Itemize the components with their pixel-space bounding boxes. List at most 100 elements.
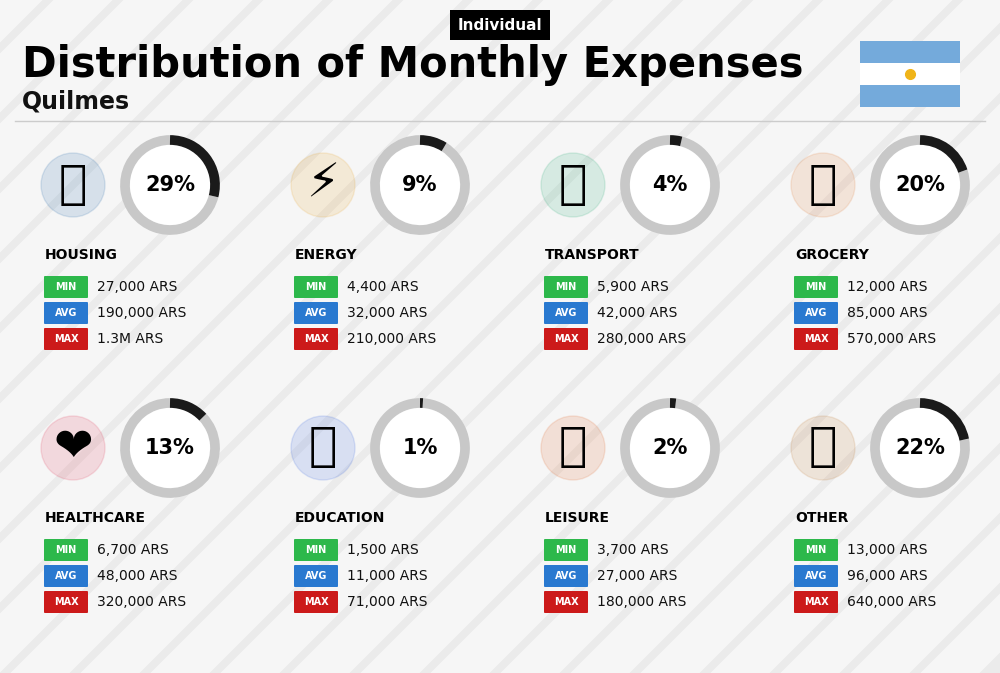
Text: LEISURE: LEISURE	[545, 511, 610, 525]
FancyBboxPatch shape	[794, 302, 838, 324]
FancyBboxPatch shape	[544, 276, 588, 298]
Text: 29%: 29%	[145, 175, 195, 195]
Text: ENERGY: ENERGY	[295, 248, 358, 262]
Circle shape	[630, 408, 710, 488]
Text: 27,000 ARS: 27,000 ARS	[97, 280, 177, 294]
FancyBboxPatch shape	[860, 85, 960, 107]
Text: 27,000 ARS: 27,000 ARS	[597, 569, 677, 583]
FancyBboxPatch shape	[544, 565, 588, 587]
Circle shape	[380, 408, 460, 488]
Text: AVG: AVG	[55, 571, 77, 581]
Text: 1%: 1%	[402, 438, 438, 458]
Text: 2%: 2%	[652, 438, 688, 458]
Text: 💰: 💰	[809, 425, 837, 470]
Text: 11,000 ARS: 11,000 ARS	[347, 569, 428, 583]
Text: TRANSPORT: TRANSPORT	[545, 248, 640, 262]
Text: 4%: 4%	[652, 175, 688, 195]
FancyBboxPatch shape	[794, 539, 838, 561]
Text: MAX: MAX	[54, 597, 78, 607]
Text: 210,000 ARS: 210,000 ARS	[347, 332, 436, 346]
Text: 4,400 ARS: 4,400 ARS	[347, 280, 419, 294]
Text: MAX: MAX	[804, 597, 828, 607]
Text: 6,700 ARS: 6,700 ARS	[97, 543, 169, 557]
Text: 🚌: 🚌	[559, 162, 587, 207]
Text: MAX: MAX	[554, 334, 578, 344]
FancyBboxPatch shape	[794, 565, 838, 587]
Circle shape	[791, 153, 855, 217]
Text: MAX: MAX	[804, 334, 828, 344]
Text: 48,000 ARS: 48,000 ARS	[97, 569, 178, 583]
FancyBboxPatch shape	[44, 302, 88, 324]
Text: 12,000 ARS: 12,000 ARS	[847, 280, 928, 294]
Text: 32,000 ARS: 32,000 ARS	[347, 306, 427, 320]
Circle shape	[541, 416, 605, 480]
Text: Quilmes: Quilmes	[22, 89, 130, 113]
Text: 71,000 ARS: 71,000 ARS	[347, 595, 428, 609]
Text: MIN: MIN	[555, 545, 577, 555]
Text: 96,000 ARS: 96,000 ARS	[847, 569, 928, 583]
Text: 20%: 20%	[895, 175, 945, 195]
Text: 🏢: 🏢	[59, 162, 87, 207]
Text: 570,000 ARS: 570,000 ARS	[847, 332, 936, 346]
Text: AVG: AVG	[805, 308, 827, 318]
FancyBboxPatch shape	[294, 539, 338, 561]
FancyBboxPatch shape	[44, 328, 88, 350]
Text: 9%: 9%	[402, 175, 438, 195]
FancyBboxPatch shape	[860, 63, 960, 85]
Text: 640,000 ARS: 640,000 ARS	[847, 595, 936, 609]
Text: MAX: MAX	[554, 597, 578, 607]
Text: AVG: AVG	[305, 571, 327, 581]
FancyBboxPatch shape	[294, 302, 338, 324]
Text: Individual: Individual	[458, 17, 542, 32]
FancyBboxPatch shape	[294, 328, 338, 350]
Text: AVG: AVG	[555, 571, 577, 581]
Text: MAX: MAX	[54, 334, 78, 344]
Text: 3,700 ARS: 3,700 ARS	[597, 543, 669, 557]
Text: 🛒: 🛒	[809, 162, 837, 207]
Circle shape	[291, 153, 355, 217]
FancyBboxPatch shape	[544, 328, 588, 350]
FancyBboxPatch shape	[544, 591, 588, 613]
Text: 180,000 ARS: 180,000 ARS	[597, 595, 686, 609]
FancyBboxPatch shape	[794, 276, 838, 298]
Circle shape	[380, 145, 460, 225]
FancyBboxPatch shape	[294, 591, 338, 613]
Circle shape	[130, 145, 210, 225]
FancyBboxPatch shape	[794, 591, 838, 613]
Text: 13%: 13%	[145, 438, 195, 458]
Circle shape	[791, 416, 855, 480]
FancyBboxPatch shape	[544, 302, 588, 324]
Text: AVG: AVG	[555, 308, 577, 318]
Text: 5,900 ARS: 5,900 ARS	[597, 280, 669, 294]
Text: MAX: MAX	[304, 597, 328, 607]
Text: GROCERY: GROCERY	[795, 248, 869, 262]
FancyBboxPatch shape	[794, 328, 838, 350]
Circle shape	[630, 145, 710, 225]
FancyBboxPatch shape	[544, 539, 588, 561]
Text: 🛍: 🛍	[559, 425, 587, 470]
Text: MIN: MIN	[55, 545, 77, 555]
FancyBboxPatch shape	[294, 565, 338, 587]
Circle shape	[130, 408, 210, 488]
Text: MIN: MIN	[805, 545, 827, 555]
Text: 190,000 ARS: 190,000 ARS	[97, 306, 186, 320]
Circle shape	[880, 145, 960, 225]
Text: 1.3M ARS: 1.3M ARS	[97, 332, 163, 346]
Text: 85,000 ARS: 85,000 ARS	[847, 306, 928, 320]
FancyBboxPatch shape	[44, 565, 88, 587]
Text: MIN: MIN	[555, 282, 577, 292]
Text: 42,000 ARS: 42,000 ARS	[597, 306, 677, 320]
Text: MIN: MIN	[305, 282, 327, 292]
Circle shape	[41, 416, 105, 480]
FancyBboxPatch shape	[294, 276, 338, 298]
Text: 280,000 ARS: 280,000 ARS	[597, 332, 686, 346]
Text: 22%: 22%	[895, 438, 945, 458]
FancyBboxPatch shape	[44, 591, 88, 613]
Text: HEALTHCARE: HEALTHCARE	[45, 511, 146, 525]
Text: AVG: AVG	[305, 308, 327, 318]
Text: 🎓: 🎓	[309, 425, 337, 470]
Text: HOUSING: HOUSING	[45, 248, 118, 262]
Circle shape	[41, 153, 105, 217]
Text: EDUCATION: EDUCATION	[295, 511, 385, 525]
FancyBboxPatch shape	[44, 276, 88, 298]
